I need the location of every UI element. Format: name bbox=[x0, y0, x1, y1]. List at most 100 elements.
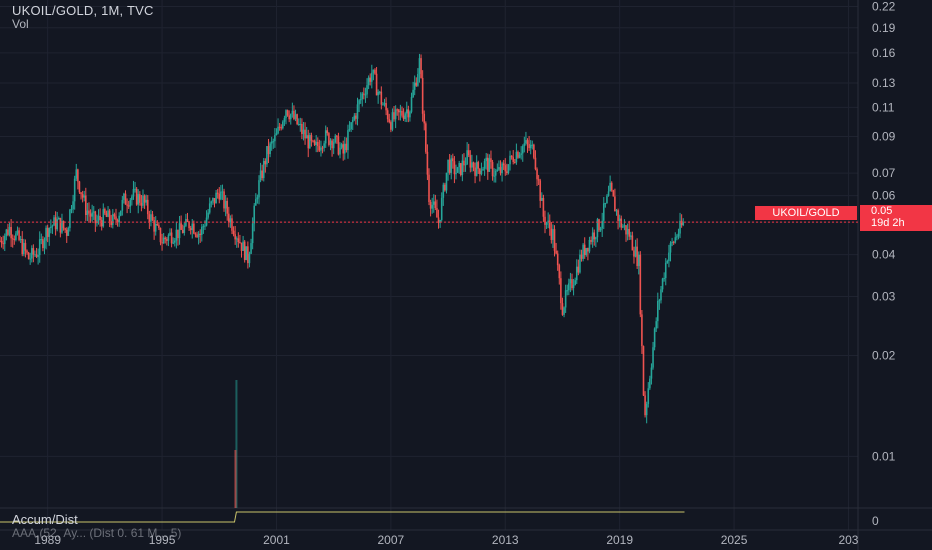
candle-body bbox=[83, 195, 86, 198]
candle-body bbox=[496, 169, 499, 171]
x-tick-label: 2001 bbox=[263, 533, 290, 547]
candle-body bbox=[318, 146, 321, 151]
candle-body bbox=[649, 378, 651, 389]
candle-body bbox=[113, 214, 116, 217]
candle-body bbox=[375, 73, 378, 96]
candle-body bbox=[48, 228, 51, 237]
candle-body bbox=[3, 235, 6, 245]
candle-body bbox=[164, 237, 167, 240]
candle-body bbox=[452, 158, 454, 162]
candle-body bbox=[315, 141, 317, 145]
candle-body bbox=[507, 164, 510, 174]
candle-body bbox=[653, 328, 656, 348]
y-tick-label: 0.04 bbox=[872, 248, 896, 262]
candle-body bbox=[215, 192, 217, 204]
candle-body bbox=[199, 233, 201, 235]
candle-body bbox=[85, 195, 87, 216]
candle-body bbox=[38, 239, 41, 256]
candle-body bbox=[248, 253, 251, 264]
candle-body bbox=[568, 283, 570, 291]
candle-body bbox=[118, 215, 120, 223]
x-tick-label: 1995 bbox=[149, 533, 176, 547]
volume-bar bbox=[235, 380, 238, 508]
candle-body bbox=[391, 112, 394, 130]
candle-body bbox=[277, 126, 279, 134]
candle-body bbox=[364, 94, 367, 96]
candle-body bbox=[173, 240, 176, 243]
candle-body bbox=[552, 229, 554, 240]
candle-body bbox=[537, 179, 540, 181]
candle-body bbox=[250, 243, 252, 254]
candle-body bbox=[123, 193, 125, 200]
candle-body bbox=[235, 238, 238, 240]
indicator-name[interactable]: Accum/Dist bbox=[12, 512, 78, 527]
y-tick-label: 0.01 bbox=[872, 449, 896, 463]
candle-body bbox=[367, 77, 370, 86]
candle-body bbox=[334, 135, 337, 143]
candle-body bbox=[437, 217, 440, 223]
candle-body bbox=[494, 170, 497, 176]
candle-body bbox=[479, 168, 481, 175]
candle-body bbox=[645, 403, 648, 416]
candle-body bbox=[180, 223, 182, 230]
candle-body bbox=[626, 228, 629, 235]
candle-body bbox=[637, 254, 640, 267]
candle-body bbox=[151, 214, 154, 221]
candle-body bbox=[393, 112, 395, 120]
candle-body bbox=[337, 136, 340, 155]
candle-body bbox=[239, 242, 241, 244]
candle-body bbox=[231, 218, 233, 231]
candle-body bbox=[579, 254, 581, 273]
candle-body bbox=[348, 128, 351, 131]
price-axis[interactable]: 0.22 0.19 0.16 0.13 0.11 0.09 0.07 0.06 0.05 0.04… bbox=[872, 0, 896, 528]
candle-body bbox=[539, 180, 542, 201]
candle-body bbox=[583, 244, 586, 256]
candle-body bbox=[320, 147, 322, 151]
candle-body bbox=[172, 242, 174, 244]
candle-body bbox=[571, 279, 573, 289]
candle-body bbox=[64, 228, 66, 230]
candle-body bbox=[541, 197, 543, 201]
candle-body bbox=[305, 135, 308, 139]
candle-body bbox=[197, 233, 200, 238]
candle-body bbox=[493, 175, 495, 177]
candle-body bbox=[75, 169, 78, 179]
candle-body bbox=[256, 197, 259, 200]
candle-body bbox=[297, 123, 300, 125]
candle-body bbox=[23, 242, 25, 255]
candle-body bbox=[596, 219, 599, 238]
candle-body bbox=[110, 221, 113, 225]
candle-body bbox=[237, 238, 240, 243]
candle-body bbox=[580, 254, 583, 259]
candle-body bbox=[91, 212, 93, 217]
candle-body bbox=[154, 223, 157, 232]
candle-body bbox=[669, 242, 672, 253]
candle-body bbox=[259, 170, 262, 181]
candle-body bbox=[485, 157, 487, 161]
candle-body bbox=[499, 167, 502, 174]
candle-body bbox=[548, 220, 551, 229]
candle-body bbox=[442, 184, 445, 198]
candle-body bbox=[590, 239, 592, 242]
candle-body bbox=[347, 130, 349, 151]
candle-body bbox=[366, 85, 368, 95]
candle-body bbox=[134, 188, 136, 190]
candle-body bbox=[622, 226, 624, 228]
candle-body bbox=[142, 195, 144, 206]
candle-body bbox=[148, 214, 151, 222]
candle-body bbox=[450, 158, 453, 173]
candle-body bbox=[167, 235, 170, 241]
candle-body bbox=[339, 147, 341, 155]
candle-body bbox=[177, 229, 179, 239]
candle-body bbox=[336, 135, 338, 137]
candle-body bbox=[561, 303, 564, 315]
candle-body bbox=[88, 210, 90, 214]
time-axis[interactable]: 1989 1995 2001 2007 2013 2019 2025 203 bbox=[34, 533, 858, 547]
candle-body bbox=[189, 228, 192, 231]
candle-body bbox=[212, 197, 214, 202]
candle-body bbox=[107, 210, 109, 217]
candle-body bbox=[355, 115, 357, 119]
candle-body bbox=[480, 170, 483, 175]
candle-body bbox=[100, 220, 103, 227]
